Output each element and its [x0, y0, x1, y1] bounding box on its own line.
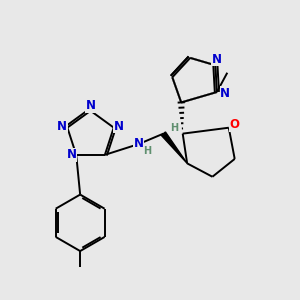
Text: N: N [134, 137, 144, 150]
Text: N: N [85, 99, 96, 112]
Text: N: N [220, 87, 230, 100]
Text: O: O [230, 118, 240, 131]
Text: N: N [114, 120, 124, 133]
Text: N: N [212, 53, 222, 66]
Text: H: H [170, 123, 178, 133]
Text: H: H [143, 146, 151, 157]
Polygon shape [161, 132, 187, 164]
Text: N: N [67, 148, 77, 161]
Text: N: N [57, 120, 67, 133]
